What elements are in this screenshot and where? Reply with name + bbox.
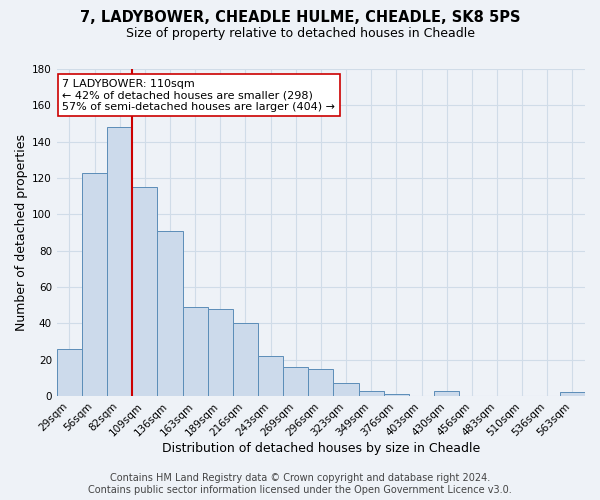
Bar: [107, 127, 132, 396]
Bar: [283, 367, 308, 396]
Text: 7 LADYBOWER: 110sqm
← 42% of detached houses are smaller (298)
57% of semi-detac: 7 LADYBOWER: 110sqm ← 42% of detached ho…: [62, 79, 335, 112]
Text: Size of property relative to detached houses in Cheadle: Size of property relative to detached ho…: [125, 28, 475, 40]
Bar: [334, 384, 359, 396]
X-axis label: Distribution of detached houses by size in Cheadle: Distribution of detached houses by size …: [162, 442, 480, 455]
Text: 7, LADYBOWER, CHEADLE HULME, CHEADLE, SK8 5PS: 7, LADYBOWER, CHEADLE HULME, CHEADLE, SK…: [80, 10, 520, 25]
Bar: [82, 172, 107, 396]
Bar: [560, 392, 585, 396]
Bar: [132, 187, 157, 396]
Y-axis label: Number of detached properties: Number of detached properties: [15, 134, 28, 331]
Bar: [233, 324, 258, 396]
Bar: [359, 390, 384, 396]
Bar: [208, 309, 233, 396]
Bar: [434, 390, 459, 396]
Bar: [258, 356, 283, 396]
Bar: [308, 369, 334, 396]
Bar: [182, 307, 208, 396]
Bar: [157, 230, 182, 396]
Text: Contains HM Land Registry data © Crown copyright and database right 2024.
Contai: Contains HM Land Registry data © Crown c…: [88, 474, 512, 495]
Bar: [57, 349, 82, 396]
Bar: [384, 394, 409, 396]
